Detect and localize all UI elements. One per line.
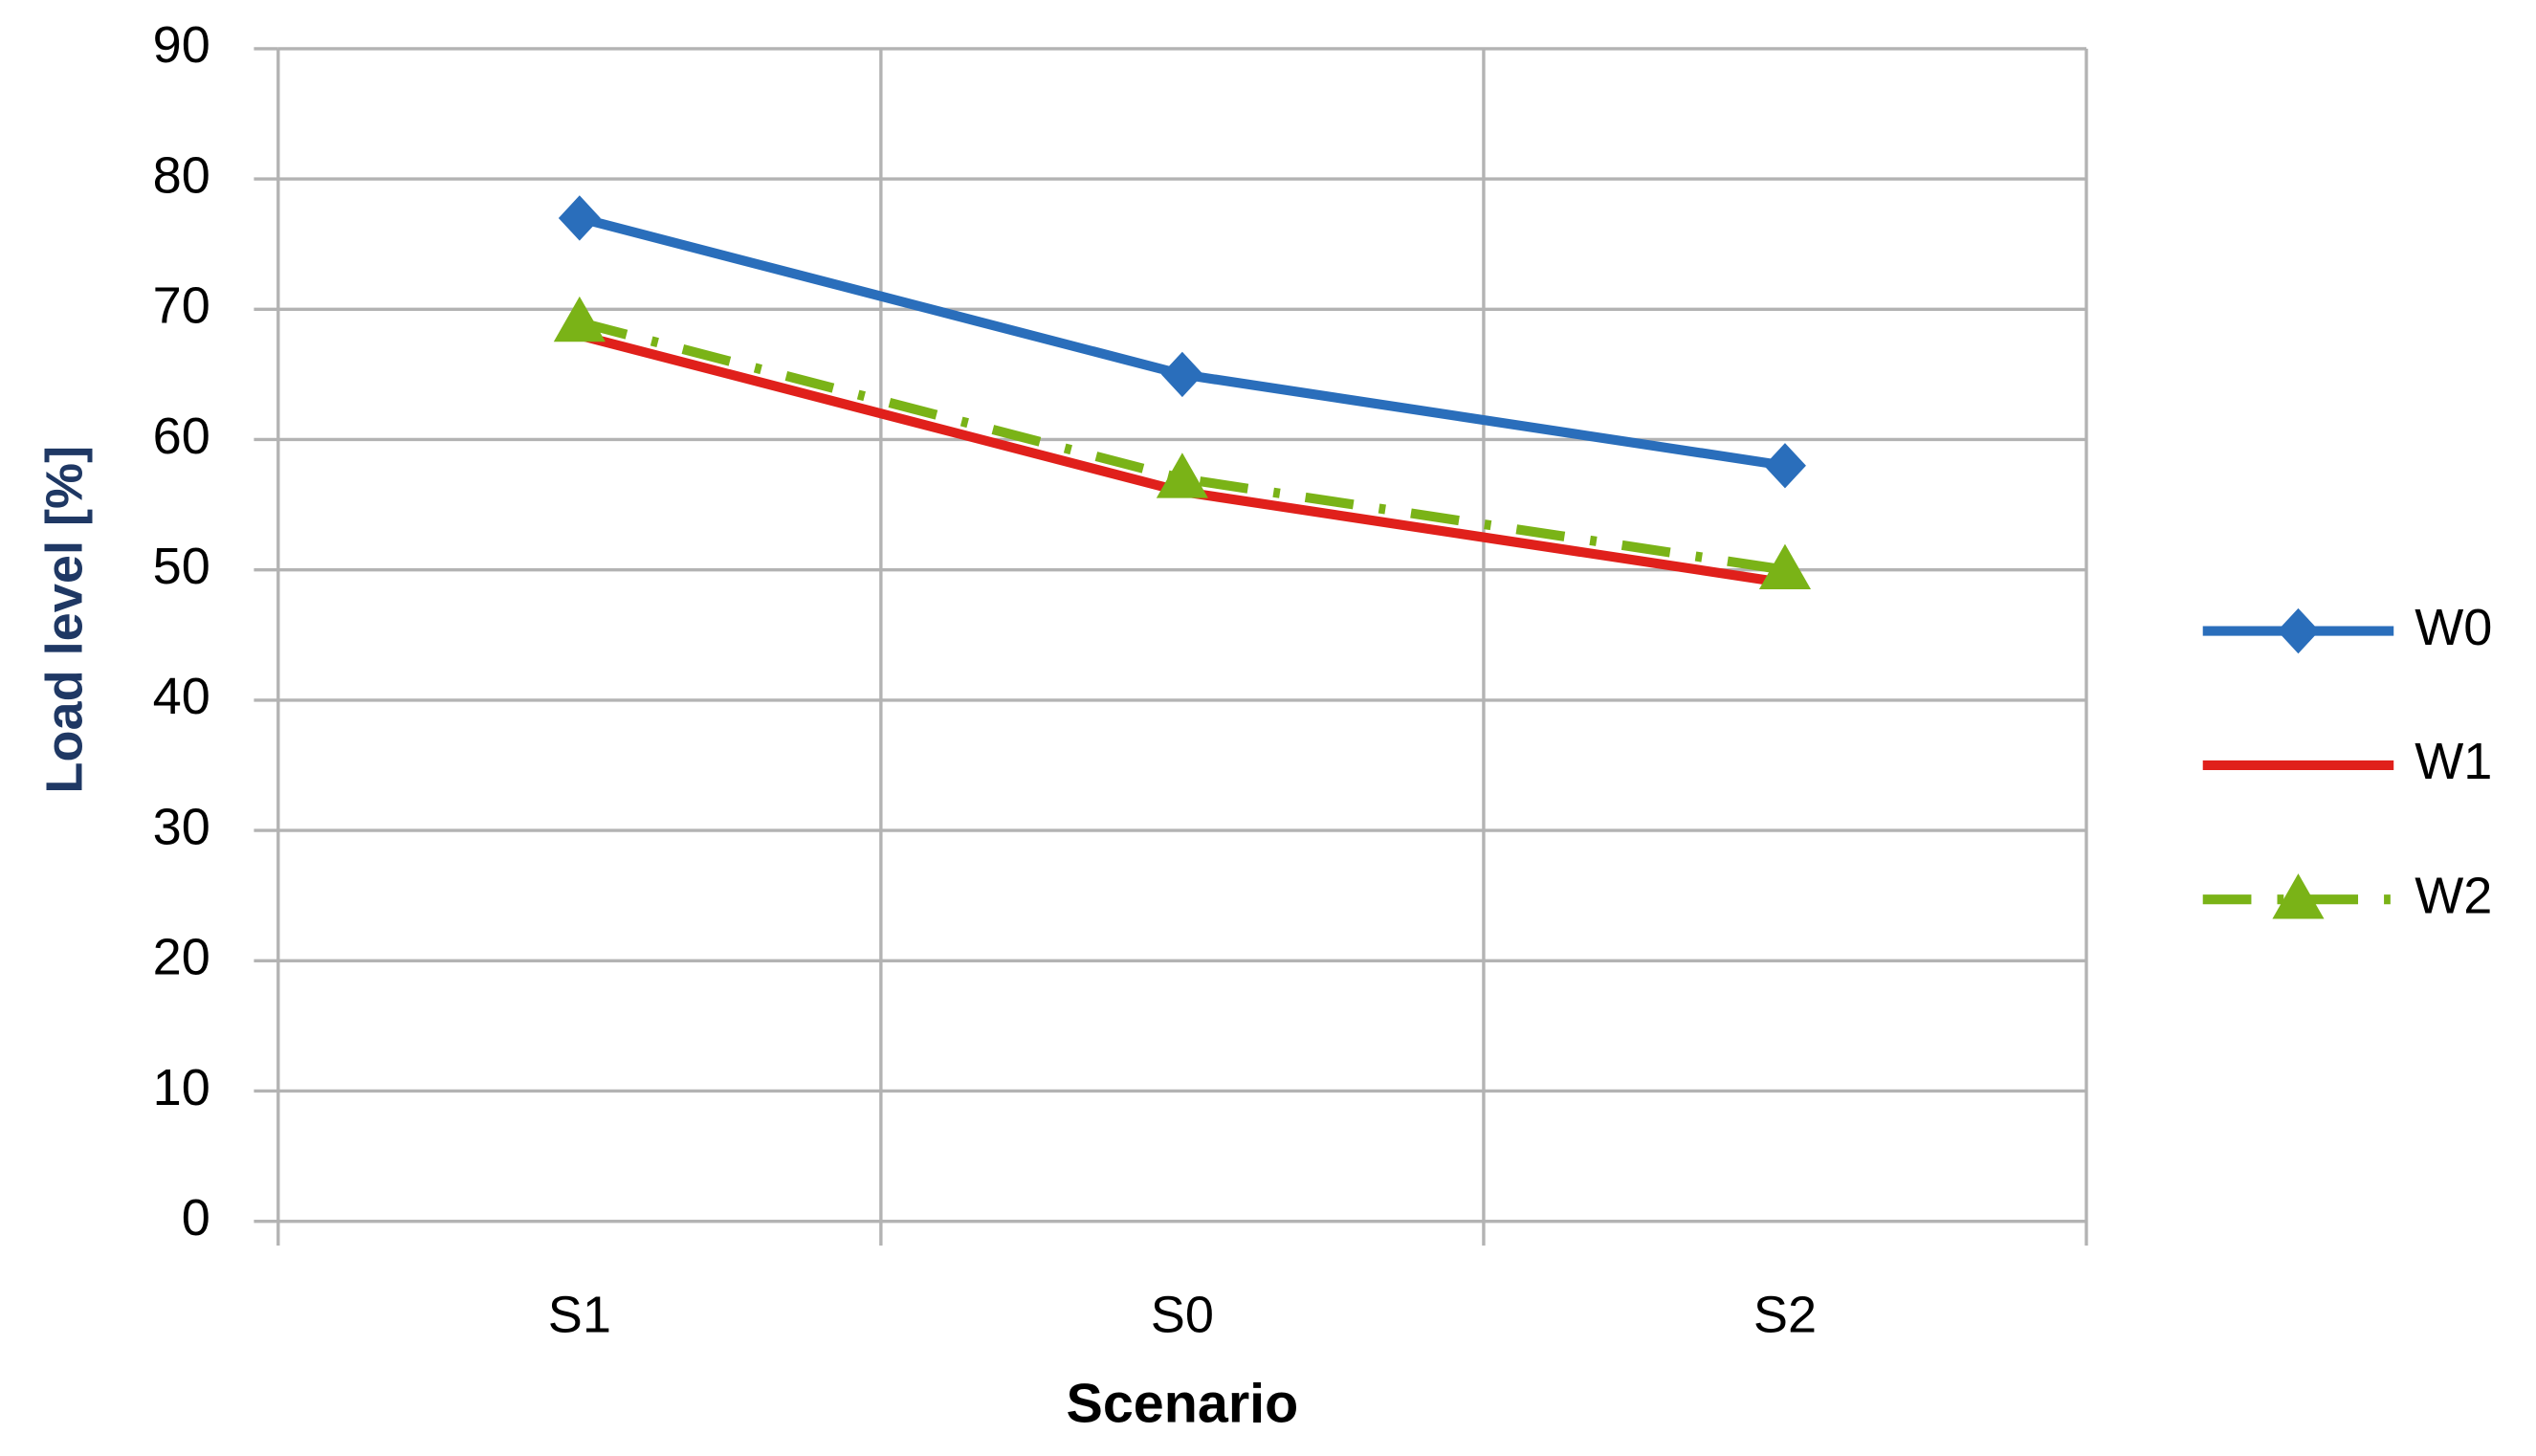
x-tick-label: S0 (1151, 1286, 1214, 1343)
data-point (1160, 351, 1203, 398)
x-axis-label: Scenario (1067, 1373, 1299, 1434)
y-tick-label: 30 (153, 798, 210, 855)
data-point (1758, 543, 1812, 589)
legend-marker (2272, 873, 2325, 919)
y-tick-label: 80 (153, 146, 210, 204)
data-point (553, 296, 606, 342)
data-point (1763, 443, 1806, 489)
y-axis-label: Load level [%] (35, 446, 93, 794)
y-tick-label: 70 (153, 277, 210, 335)
y-tick-label: 0 (182, 1189, 210, 1246)
legend-label: W0 (2415, 599, 2492, 656)
y-tick-label: 50 (153, 538, 210, 595)
y-tick-label: 60 (153, 408, 210, 465)
legend-label: W2 (2415, 868, 2492, 925)
y-tick-label: 20 (153, 929, 210, 986)
y-tick-label: 10 (153, 1059, 210, 1116)
x-tick-label: S2 (1753, 1286, 1817, 1343)
y-tick-label: 90 (153, 16, 210, 74)
data-point (558, 195, 601, 241)
y-tick-label: 40 (153, 668, 210, 725)
data-point (1156, 452, 1208, 498)
legend-label: W1 (2415, 733, 2492, 790)
legend-marker (2277, 607, 2320, 654)
series-line (578, 213, 1786, 471)
x-tick-label: S1 (548, 1286, 611, 1343)
